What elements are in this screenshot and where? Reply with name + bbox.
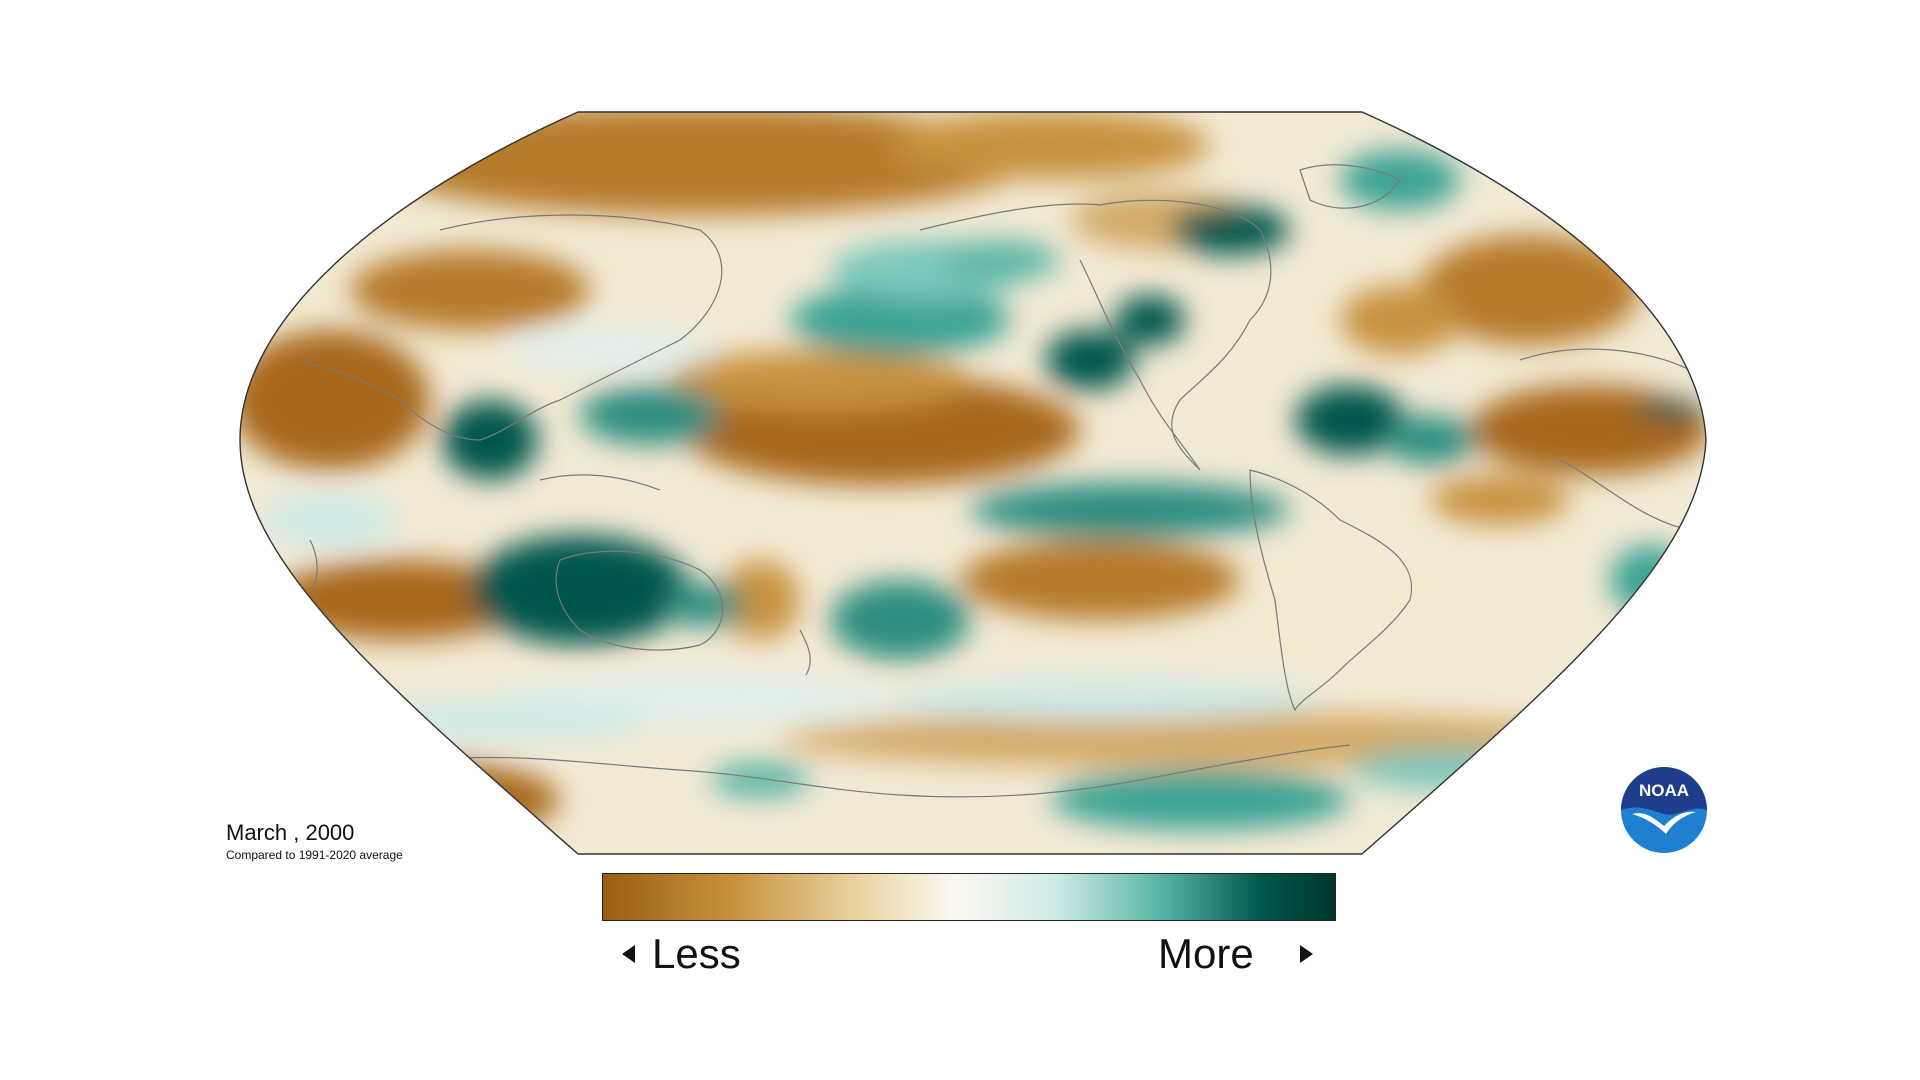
legend-less-label: Less <box>652 930 741 977</box>
less-arrow-icon <box>622 945 635 963</box>
color-scale-bar <box>602 873 1336 921</box>
noaa-logo: NOAA <box>1621 767 1707 853</box>
noaa-bird-icon <box>1632 811 1696 834</box>
coastlines <box>299 164 1691 798</box>
anomaly-field <box>240 112 1706 854</box>
more-arrow-icon <box>1300 945 1313 963</box>
logo-text: NOAA <box>1639 781 1689 800</box>
legend-more-label: More <box>1158 930 1254 977</box>
baseline-note: Compared to 1991-2020 average <box>226 848 403 862</box>
map-date: March , 2000 <box>226 820 355 845</box>
